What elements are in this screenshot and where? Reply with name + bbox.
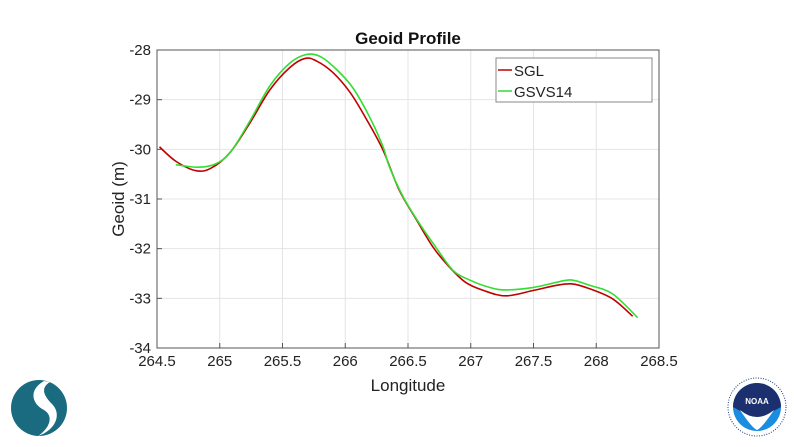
- x-tick-label: 267.5: [515, 353, 553, 370]
- x-tick-label: 264.5: [138, 353, 176, 370]
- x-axis-label: Longitude: [371, 376, 446, 395]
- x-tick-label: 268.5: [640, 353, 678, 370]
- y-tick-label: -30: [129, 141, 151, 158]
- x-tick-label: 266.5: [389, 353, 427, 370]
- legend-label-sgl: SGL: [514, 63, 544, 80]
- y-tick-label: -33: [129, 290, 151, 307]
- y-tick-label: -29: [129, 92, 151, 109]
- legend: SGL GSVS14: [495, 57, 653, 103]
- legend-box: [495, 57, 653, 103]
- chart-title: Geoid Profile: [355, 29, 461, 48]
- x-tick-label: 265.5: [264, 353, 302, 370]
- x-tick-label: 267: [458, 353, 483, 370]
- ngs-logo: [11, 380, 67, 436]
- y-tick-label: -31: [129, 191, 151, 208]
- y-tick-label: -34: [129, 340, 151, 357]
- y-tick-label: -32: [129, 241, 151, 258]
- noaa-logo-text: NOAA: [745, 397, 769, 406]
- legend-label-gsvs14: GSVS14: [514, 84, 572, 101]
- noaa-logo: NOAA: [727, 377, 787, 437]
- x-tick-label: 268: [584, 353, 609, 370]
- x-tick-label: 266: [333, 353, 358, 370]
- y-axis-label: Geoid (m): [109, 161, 128, 237]
- x-tick-label: 265: [207, 353, 232, 370]
- y-tick-label: -28: [129, 42, 151, 59]
- series-line-gsvs14: [175, 53, 639, 319]
